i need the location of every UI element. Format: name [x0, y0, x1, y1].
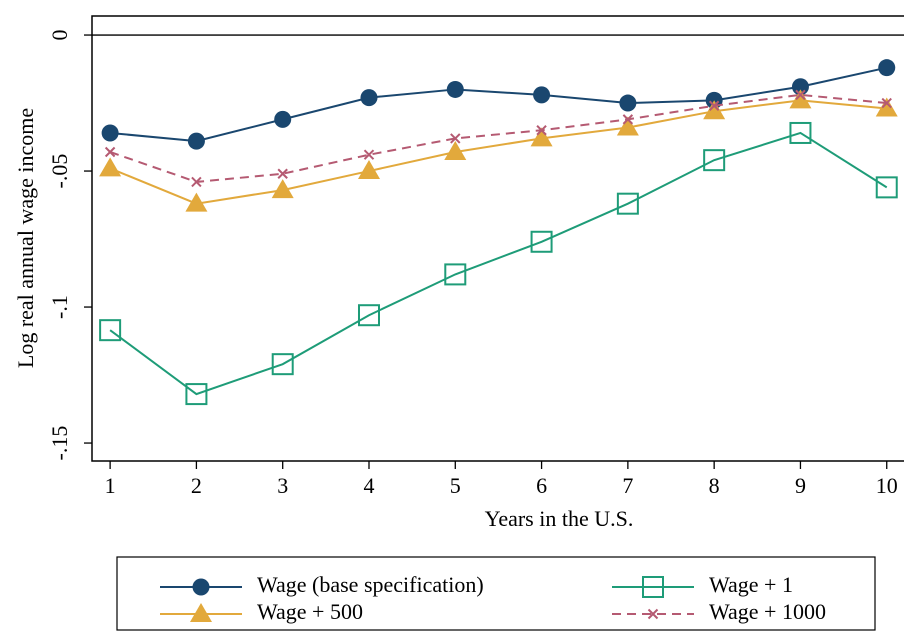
legend-marker: [642, 576, 664, 598]
marker: [191, 176, 202, 188]
legend-label: Wage + 1000: [709, 599, 826, 624]
marker: [616, 116, 639, 136]
series: [99, 121, 898, 406]
marker: [357, 304, 380, 327]
marker: [277, 168, 288, 179]
x-tick-label: 7: [622, 473, 633, 498]
series-line: [109, 131, 888, 396]
legend-marker: [647, 608, 659, 620]
marker: [271, 353, 294, 376]
x-tick-label: 4: [363, 473, 374, 498]
marker: [789, 121, 812, 144]
marker: [530, 127, 553, 147]
marker: [795, 89, 806, 101]
marker: [530, 230, 553, 253]
marker: [185, 383, 208, 406]
x-tick-label: 6: [536, 473, 547, 498]
marker: [271, 179, 294, 199]
marker: [185, 192, 208, 212]
x-tick-label: 8: [709, 473, 720, 498]
plot-frame: [91, 15, 904, 462]
x-axis-title: Years in the U.S.: [485, 506, 634, 531]
series: [104, 89, 892, 188]
marker: [104, 146, 116, 158]
marker: [450, 133, 461, 144]
y-tick-label: -.05: [47, 154, 72, 189]
series: [101, 59, 896, 150]
marker: [360, 89, 378, 107]
marker: [363, 149, 375, 160]
legend-label: Wage (base specification): [257, 572, 484, 597]
marker: [878, 59, 896, 77]
legend-label: Wage + 1: [709, 572, 793, 597]
y-tick-label: -.1: [47, 295, 72, 319]
series-line: [110, 66, 887, 143]
legend-marker: [192, 578, 210, 596]
marker: [536, 125, 547, 136]
marker: [703, 149, 726, 172]
marker: [875, 97, 898, 117]
marker: [619, 94, 637, 112]
marker: [622, 114, 634, 125]
marker: [99, 157, 122, 177]
y-axis-title: Log real annual wage income: [13, 108, 38, 368]
x-tick-label: 10: [876, 473, 898, 498]
marker: [444, 263, 467, 286]
x-tick-label: 5: [450, 473, 461, 498]
marker: [187, 132, 205, 150]
marker: [881, 97, 892, 109]
marker: [708, 100, 720, 111]
marker: [101, 124, 119, 142]
marker: [789, 89, 812, 109]
marker: [616, 192, 639, 215]
marker: [99, 319, 122, 342]
series-line: [109, 99, 887, 205]
marker: [703, 100, 726, 120]
marker: [446, 80, 464, 98]
marker: [357, 160, 380, 180]
series: [99, 89, 898, 212]
x-tick-label: 1: [105, 473, 116, 498]
x-tick-label: 9: [795, 473, 806, 498]
legend-label: Wage + 500: [257, 599, 363, 624]
marker: [274, 110, 292, 128]
legend-box: [116, 556, 876, 631]
x-tick-label: 3: [277, 473, 288, 498]
series-line: [109, 93, 887, 183]
marker: [444, 141, 467, 161]
marker: [533, 86, 551, 104]
x-tick-label: 2: [191, 473, 202, 498]
legend-marker: [190, 603, 212, 622]
y-tick-label: 0: [47, 30, 72, 41]
y-tick-label: -.15: [47, 426, 72, 461]
marker: [875, 176, 898, 199]
